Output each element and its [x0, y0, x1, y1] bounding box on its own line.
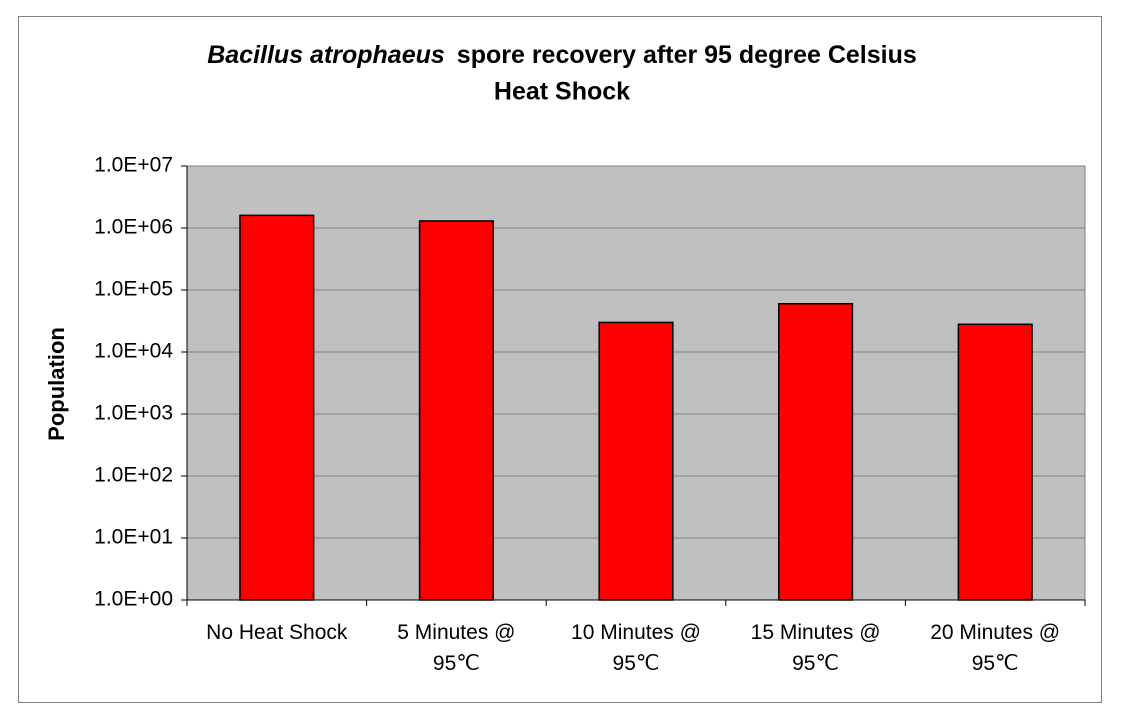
x-tick-label: 5 Minutes @ 95℃	[397, 621, 516, 675]
y-axis-label: Population	[44, 327, 69, 441]
x-tick-label: 15 Minutes @ 95℃	[750, 621, 881, 675]
chart-title: Bacillus atrophaeus spore recovery after …	[207, 41, 917, 69]
y-tick-label: 1.0E+05	[94, 278, 173, 301]
bar	[418, 220, 494, 601]
y-tick-label: 1.0E+06	[94, 216, 173, 239]
y-tick-label: 1.0E+04	[94, 340, 173, 363]
x-tick-label: 10 Minutes @ 95℃	[571, 621, 701, 675]
bar	[778, 303, 854, 601]
title-italic: Bacillus atrophaeus	[207, 41, 445, 69]
x-tick-label: No Heat Shock	[206, 621, 348, 644]
y-tick-label: 1.0E+00	[94, 588, 173, 611]
y-tick-label: 1.0E+01	[94, 526, 173, 549]
y-tick-label: 1.0E+07	[94, 154, 173, 177]
title-rest: spore recovery after 95 degree Celsius	[457, 41, 917, 69]
chart-title-line2: Heat Shock	[494, 78, 630, 106]
bar	[598, 321, 674, 601]
bar	[957, 323, 1033, 601]
y-tick-label: 1.0E+02	[94, 464, 173, 487]
y-tick-label: 1.0E+03	[94, 402, 173, 425]
bar	[239, 214, 315, 601]
x-tick-label: 20 Minutes @ 95℃	[930, 621, 1061, 675]
